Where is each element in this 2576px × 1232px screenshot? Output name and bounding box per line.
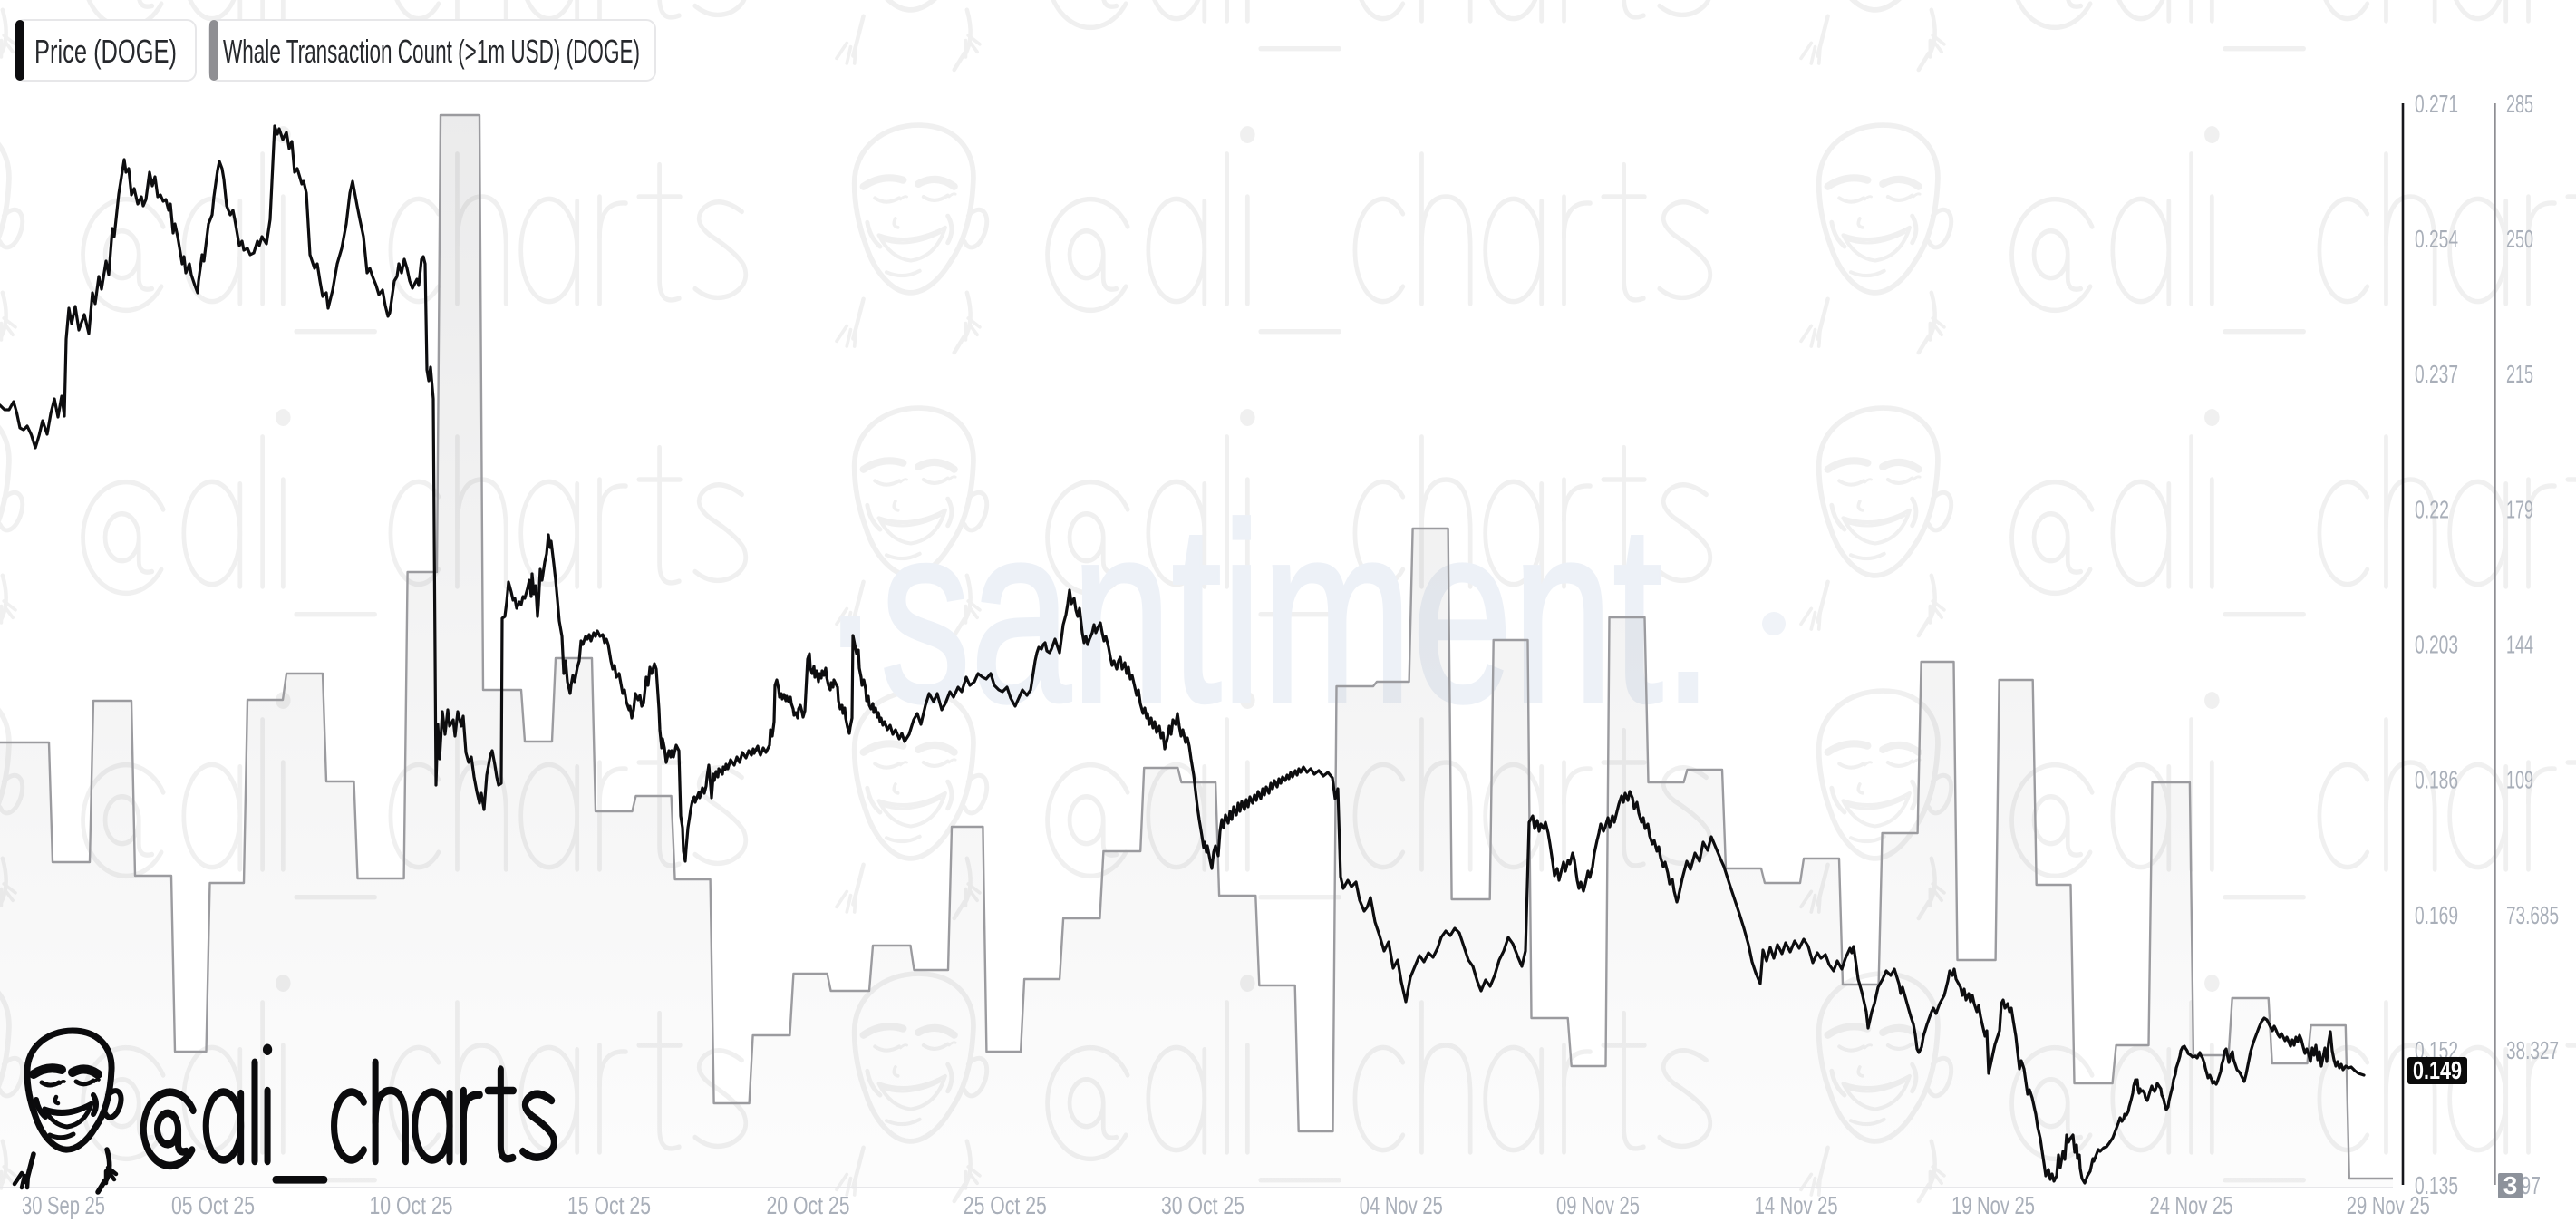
svg-text:73.685: 73.685 — [2506, 901, 2559, 929]
svg-text:285: 285 — [2506, 90, 2533, 118]
svg-text:179: 179 — [2506, 495, 2533, 523]
svg-text:0.169: 0.169 — [2415, 901, 2458, 929]
svg-text:0.22: 0.22 — [2415, 495, 2449, 523]
svg-text:05 Oct 25: 05 Oct 25 — [171, 1191, 255, 1219]
svg-text:09 Nov 25: 09 Nov 25 — [1556, 1191, 1640, 1219]
svg-text:250: 250 — [2506, 225, 2533, 253]
svg-text:Whale Transaction Count (>1m U: Whale Transaction Count (>1m USD) (DOGE) — [223, 33, 640, 70]
svg-text:0.237: 0.237 — [2415, 360, 2458, 388]
svg-text:215: 215 — [2506, 360, 2533, 388]
svg-text:19 Nov 25: 19 Nov 25 — [1951, 1191, 2035, 1219]
svg-text:10 Oct 25: 10 Oct 25 — [370, 1191, 453, 1219]
svg-text:20 Oct 25: 20 Oct 25 — [767, 1191, 850, 1219]
svg-text:3: 3 — [2503, 1171, 2518, 1199]
svg-text:29 Nov 25: 29 Nov 25 — [2347, 1191, 2430, 1219]
svg-text:38.327: 38.327 — [2506, 1036, 2559, 1064]
svg-text:30 Sep 25: 30 Sep 25 — [22, 1191, 105, 1219]
svg-text:Price (DOGE): Price (DOGE) — [34, 33, 177, 70]
svg-text:25 Oct 25: 25 Oct 25 — [964, 1191, 1047, 1219]
svg-text:109: 109 — [2506, 766, 2533, 794]
svg-text:0.186: 0.186 — [2415, 766, 2458, 794]
svg-text:0.149: 0.149 — [2413, 1056, 2462, 1084]
svg-text:·santiment.: ·santiment. — [820, 472, 1713, 755]
svg-text:0.254: 0.254 — [2415, 225, 2458, 253]
svg-text:144: 144 — [2506, 631, 2533, 659]
svg-text:14 Nov 25: 14 Nov 25 — [1755, 1191, 1838, 1219]
svg-text:30 Oct 25: 30 Oct 25 — [1161, 1191, 1244, 1219]
svg-text:0.135: 0.135 — [2415, 1171, 2458, 1199]
svg-text:15 Oct 25: 15 Oct 25 — [567, 1191, 651, 1219]
svg-text:04 Nov 25: 04 Nov 25 — [1360, 1191, 1443, 1219]
svg-text:0.203: 0.203 — [2415, 631, 2458, 659]
svg-text:0.271: 0.271 — [2415, 90, 2458, 118]
svg-text:24 Nov 25: 24 Nov 25 — [2150, 1191, 2233, 1219]
